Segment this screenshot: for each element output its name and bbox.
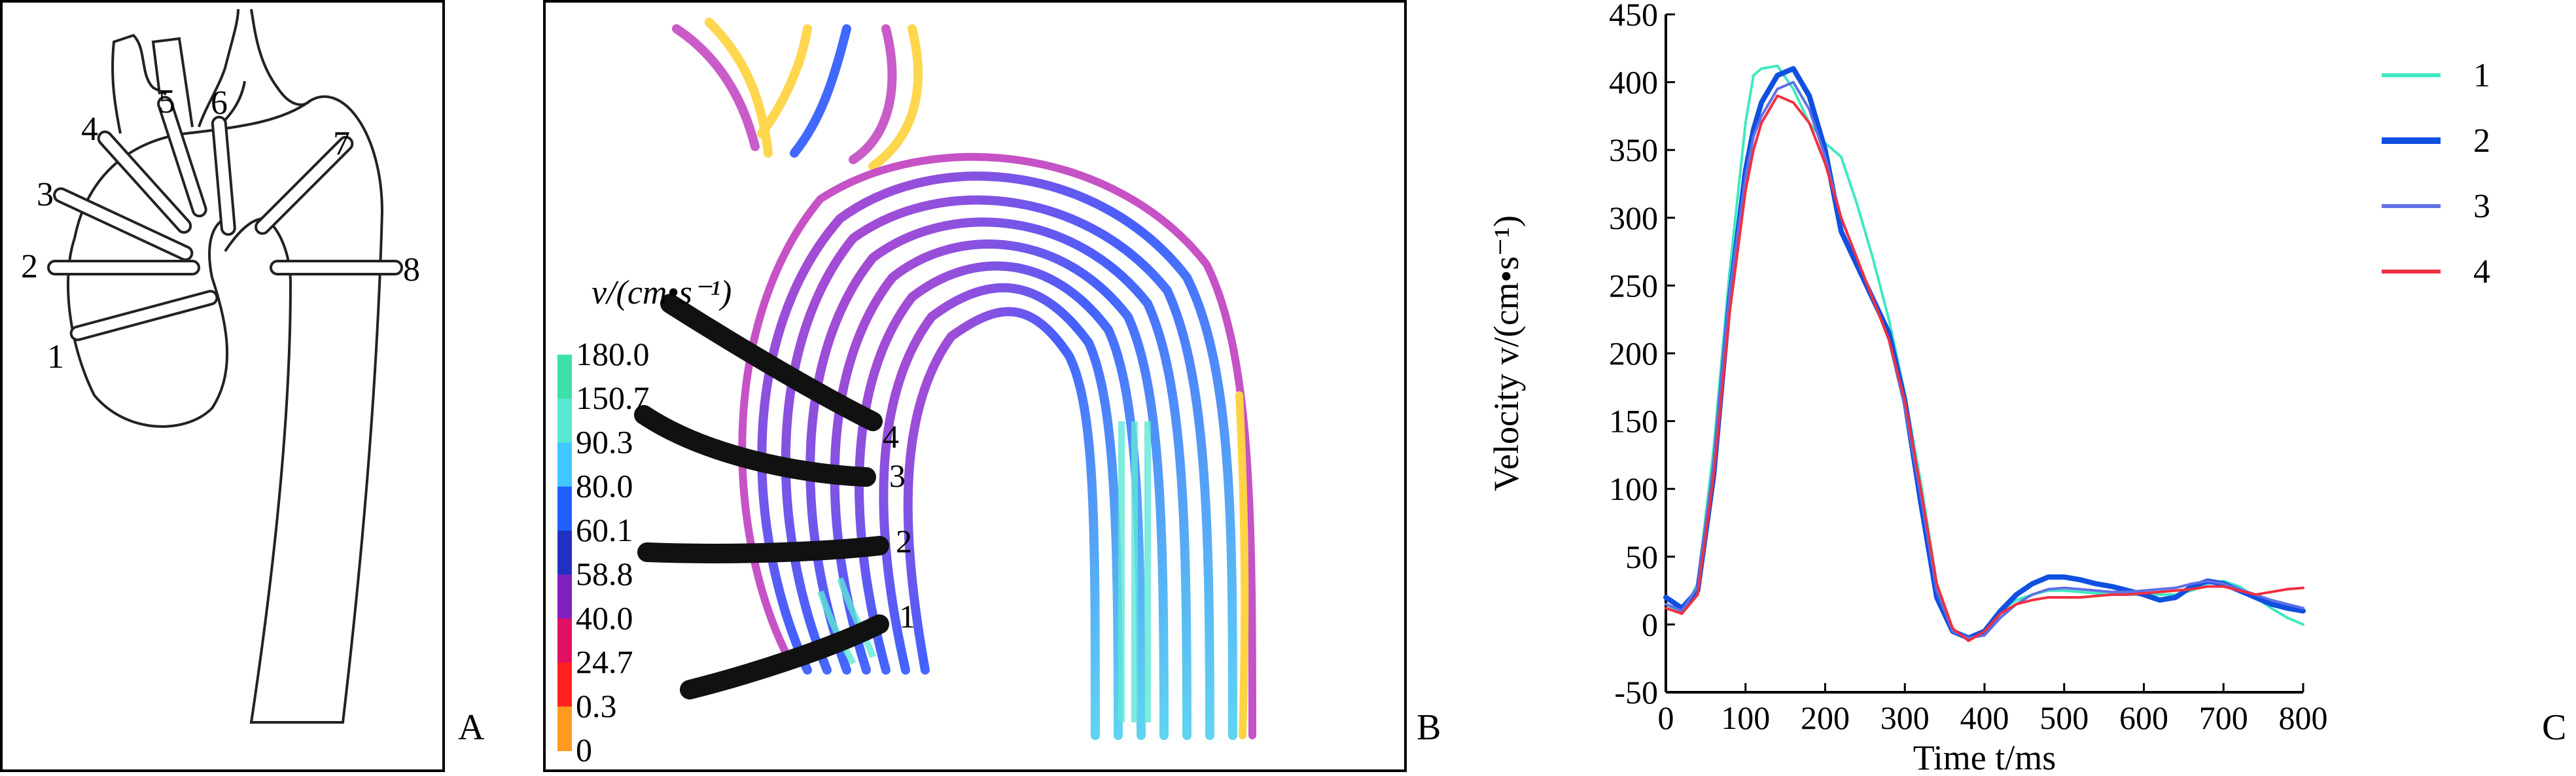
marker-8: 8 xyxy=(403,251,420,289)
colorbar-tick-label: 58.8 xyxy=(576,556,633,592)
colorbar-title: v/(cm•s⁻¹) xyxy=(591,274,732,311)
chart-legend: 1 2 3 4 xyxy=(2382,57,2490,291)
colorbar-segment xyxy=(557,662,572,707)
colorbar-segment xyxy=(557,442,572,487)
x-tick-label: 400 xyxy=(1960,699,2009,736)
x-tick-label: 100 xyxy=(1721,699,1770,736)
colorbar-segment xyxy=(557,398,572,444)
legend-label-4: 4 xyxy=(2473,253,2490,291)
colorbar-tick-label: 0.3 xyxy=(576,688,617,724)
aorta-schematic: 1 2 3 4 5 6 7 8 xyxy=(21,9,420,724)
marker-2: 2 xyxy=(21,248,38,285)
colorbar-segment xyxy=(557,706,572,751)
x-tick-label: 800 xyxy=(2279,699,2328,736)
marker-6: 6 xyxy=(211,84,228,122)
marker-1: 1 xyxy=(47,338,64,376)
y-tick-label: 150 xyxy=(1609,403,1658,440)
colorbar-segment xyxy=(557,574,572,620)
plane-label-3: 3 xyxy=(889,457,906,494)
colorbar-tick-label: 180.0 xyxy=(576,336,650,372)
colorbar-segment xyxy=(557,355,572,400)
panel-a: 1 2 3 4 5 6 7 8 xyxy=(0,0,445,772)
y-axis-label: Velocity v/(cm•s⁻¹) xyxy=(1487,215,1526,491)
plane-label-2: 2 xyxy=(896,523,912,559)
x-axis-label: Time t/ms xyxy=(1913,738,2056,776)
y-tick-label: 0 xyxy=(1642,606,1658,643)
colorbar-segment xyxy=(557,486,572,531)
series-line-1 xyxy=(1665,64,2304,640)
y-tick-label: 100 xyxy=(1609,470,1658,507)
colorbar-tick-label: 60.1 xyxy=(576,512,633,548)
panel-b: 1 2 3 4 v/(cm•s⁻¹) 180.0 150.7 90.3 80.0 60.… xyxy=(543,0,1407,772)
colorbar-tick-label: 40.0 xyxy=(576,599,633,636)
colorbar-segment xyxy=(557,618,572,663)
x-tick-label: 700 xyxy=(2199,699,2248,736)
y-tick-label: 400 xyxy=(1609,64,1658,101)
colorbar-tick-label: 24.7 xyxy=(576,644,633,680)
y-tick-label: -50 xyxy=(1614,674,1658,711)
x-tick-label: 600 xyxy=(2119,699,2168,736)
marker-7: 7 xyxy=(333,125,350,162)
colorbar-segment xyxy=(557,530,572,576)
panel-b-label: B xyxy=(1417,707,1441,748)
marker-3: 3 xyxy=(37,176,54,213)
panel-a-label: A xyxy=(458,707,485,748)
plane-label-4: 4 xyxy=(883,418,899,455)
colorbar-tick-label: 0 xyxy=(576,732,592,768)
colorbar: 180.0 150.7 90.3 80.0 60.1 58.8 40.0 24.7 0.3 0 xyxy=(557,336,650,768)
flow-visualization: 1 2 3 4 v/(cm•s⁻¹) 180.0 150.7 90.3 80.0 60.… xyxy=(557,18,1256,768)
y-tick-label: 200 xyxy=(1609,335,1658,372)
marker-4: 4 xyxy=(81,111,98,148)
legend-label-1: 1 xyxy=(2473,57,2490,94)
x-tick-label: 300 xyxy=(1880,699,1930,736)
y-tick-label: 350 xyxy=(1609,132,1658,168)
panel-c-label: C xyxy=(2542,707,2567,748)
colorbar-tick-label: 80.0 xyxy=(576,468,633,504)
chart-series xyxy=(1663,64,2306,643)
y-tick-label: 450 xyxy=(1609,0,1658,33)
legend-label-2: 2 xyxy=(2473,122,2490,160)
plane-label-1: 1 xyxy=(899,598,915,635)
marker-5: 5 xyxy=(158,83,175,120)
y-tick-label: 300 xyxy=(1609,200,1658,236)
y-tick-label: 250 xyxy=(1609,267,1658,304)
x-tick-label: 0 xyxy=(1658,699,1674,736)
colorbar-tick-label: 150.7 xyxy=(576,379,650,416)
colorbar-tick-label: 90.3 xyxy=(576,423,633,460)
series-line-3 xyxy=(1665,80,2304,640)
x-tick-label: 500 xyxy=(2039,699,2089,736)
series-line-2 xyxy=(1663,65,2306,641)
legend-label-3: 3 xyxy=(2473,188,2490,225)
y-tick-label: 50 xyxy=(1625,538,1658,575)
x-tick-label: 200 xyxy=(1801,699,1850,736)
series-line-4 xyxy=(1665,94,2304,643)
